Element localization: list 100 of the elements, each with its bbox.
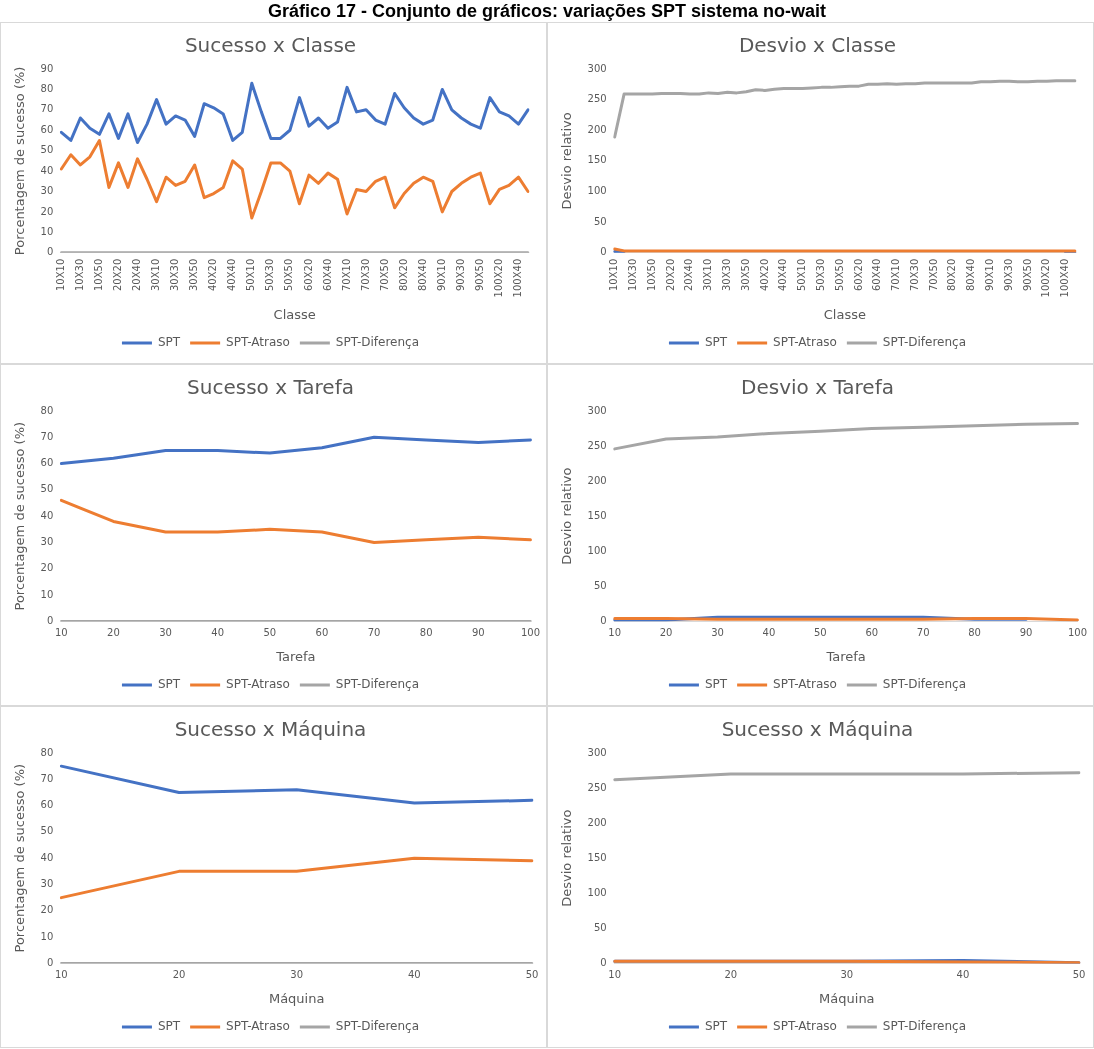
legend-label: SPT-Atraso <box>773 335 837 350</box>
x-tick-label: 100X20 <box>1040 258 1052 298</box>
x-tick-label: 50 <box>1072 968 1086 980</box>
x-tick-label: 70X30 <box>359 258 371 292</box>
x-tick-label: 30X30 <box>169 258 181 292</box>
legend-label: SPT <box>157 677 181 692</box>
y-tick-label: 300 <box>587 404 607 416</box>
x-tick-label: 10X50 <box>93 258 105 292</box>
legend-label: SPT-Atraso <box>773 677 837 692</box>
legend-label: SPT-Atraso <box>226 335 290 350</box>
y-tick-label: 250 <box>587 439 607 451</box>
chart-title: Sucesso x Classe <box>184 33 357 58</box>
x-tick-label: 20X20 <box>112 258 124 292</box>
x-tick-label: 30X50 <box>188 258 200 292</box>
y-tick-label: 20 <box>40 205 54 217</box>
x-tick-label: 40 <box>956 968 970 980</box>
x-tick-label: 50X30 <box>264 258 276 292</box>
y-tick-label: 300 <box>587 62 607 74</box>
y-tick-label: 50 <box>40 144 54 156</box>
x-axis-title: Tarefa <box>825 648 866 664</box>
y-tick-label: 70 <box>40 430 54 442</box>
x-tick-label: 100 <box>520 626 540 638</box>
x-tick-label: 100 <box>1067 626 1087 638</box>
legend-label: SPT-Diferença <box>882 335 967 350</box>
x-tick-label: 90X30 <box>454 258 466 292</box>
x-axis-title: Classe <box>273 306 316 322</box>
legend-label: SPT-Atraso <box>226 677 290 692</box>
y-tick-label: 60 <box>40 799 54 811</box>
x-tick-label: 100X40 <box>512 258 524 298</box>
y-tick-label: 0 <box>46 614 54 626</box>
x-tick-label: 30 <box>711 626 724 638</box>
x-tick-label: 30 <box>159 626 172 638</box>
y-tick-label: 150 <box>587 509 607 521</box>
y-tick-label: 40 <box>40 509 54 521</box>
x-tick-label: 50X50 <box>833 258 845 292</box>
x-tick-label: 10X10 <box>608 258 620 292</box>
x-tick-label: 60 <box>315 626 329 638</box>
y-axis-title: Desvio relativo <box>559 809 575 907</box>
x-tick-label: 80 <box>419 626 433 638</box>
y-axis-title: Desvio relativo <box>559 467 575 565</box>
legend-label: SPT-Diferença <box>335 1019 420 1034</box>
legend-label: SPT-Diferença <box>335 677 420 692</box>
x-tick-label: 10X30 <box>73 258 85 292</box>
x-tick-label: 40 <box>762 626 776 638</box>
x-tick-label: 90X10 <box>435 258 447 292</box>
x-tick-label: 60X20 <box>302 258 314 292</box>
y-axis-title: Porcentagem de sucesso (%) <box>12 421 28 611</box>
x-tick-label: 30 <box>840 968 854 980</box>
legend-label: SPT <box>704 677 728 692</box>
y-tick-label: 80 <box>40 83 54 95</box>
y-tick-label: 70 <box>40 103 54 115</box>
x-tick-label: 50X30 <box>814 258 826 292</box>
y-tick-label: 10 <box>40 225 54 237</box>
x-tick-label: 50X10 <box>245 258 257 292</box>
x-tick-label: 90X50 <box>1021 258 1033 292</box>
legend-label: SPT-Diferença <box>335 335 420 350</box>
legend-label: SPT-Atraso <box>773 1019 837 1034</box>
x-tick-label: 10 <box>54 626 68 638</box>
y-tick-label: 40 <box>40 164 54 176</box>
x-tick-label: 80X40 <box>416 258 428 292</box>
x-tick-label: 60X40 <box>321 258 333 292</box>
x-tick-label: 20 <box>172 968 186 980</box>
chart-title: Sucesso x Máquina <box>721 717 914 742</box>
y-tick-label: 250 <box>587 781 607 793</box>
x-tick-label: 90X50 <box>473 258 485 292</box>
y-tick-label: 30 <box>40 878 54 890</box>
x-tick-label: 20X40 <box>131 258 143 292</box>
x-tick-label: 10 <box>608 626 622 638</box>
x-tick-label: 70X50 <box>927 258 939 292</box>
chart-title: Sucesso x Máquina <box>174 717 367 742</box>
x-tick-label: 70 <box>916 626 930 638</box>
x-tick-label: 10X10 <box>54 258 66 292</box>
y-tick-label: 200 <box>587 474 607 486</box>
x-tick-label: 40 <box>211 626 225 638</box>
legend-label: SPT-Atraso <box>226 1019 290 1034</box>
x-tick-label: 50 <box>263 626 277 638</box>
y-tick-label: 30 <box>40 536 54 548</box>
x-tick-label: 90 <box>1019 626 1033 638</box>
x-tick-label: 70X10 <box>890 258 902 292</box>
x-tick-label: 20 <box>659 626 673 638</box>
y-axis-title: Desvio relativo <box>559 112 575 210</box>
y-tick-label: 20 <box>40 904 54 916</box>
y-tick-label: 100 <box>587 886 607 898</box>
x-axis-title: Classe <box>823 306 866 322</box>
x-tick-label: 60X20 <box>852 258 864 292</box>
y-tick-label: 20 <box>40 562 54 574</box>
y-tick-label: 50 <box>40 825 54 837</box>
x-tick-label: 30X10 <box>702 258 714 292</box>
x-tick-label: 90X10 <box>984 258 996 292</box>
y-tick-label: 300 <box>587 746 607 758</box>
y-tick-label: 70 <box>40 772 54 784</box>
y-tick-label: 0 <box>600 956 607 968</box>
x-axis-title: Máquina <box>819 990 875 1006</box>
y-tick-label: 80 <box>40 404 54 416</box>
y-axis-title: Porcentagem de sucesso (%) <box>12 66 28 256</box>
y-tick-label: 60 <box>40 457 54 469</box>
y-tick-label: 30 <box>40 185 54 197</box>
legend-label: SPT <box>704 335 728 350</box>
chart-title: Desvio x Tarefa <box>741 375 894 400</box>
x-tick-label: 20X40 <box>683 258 695 292</box>
